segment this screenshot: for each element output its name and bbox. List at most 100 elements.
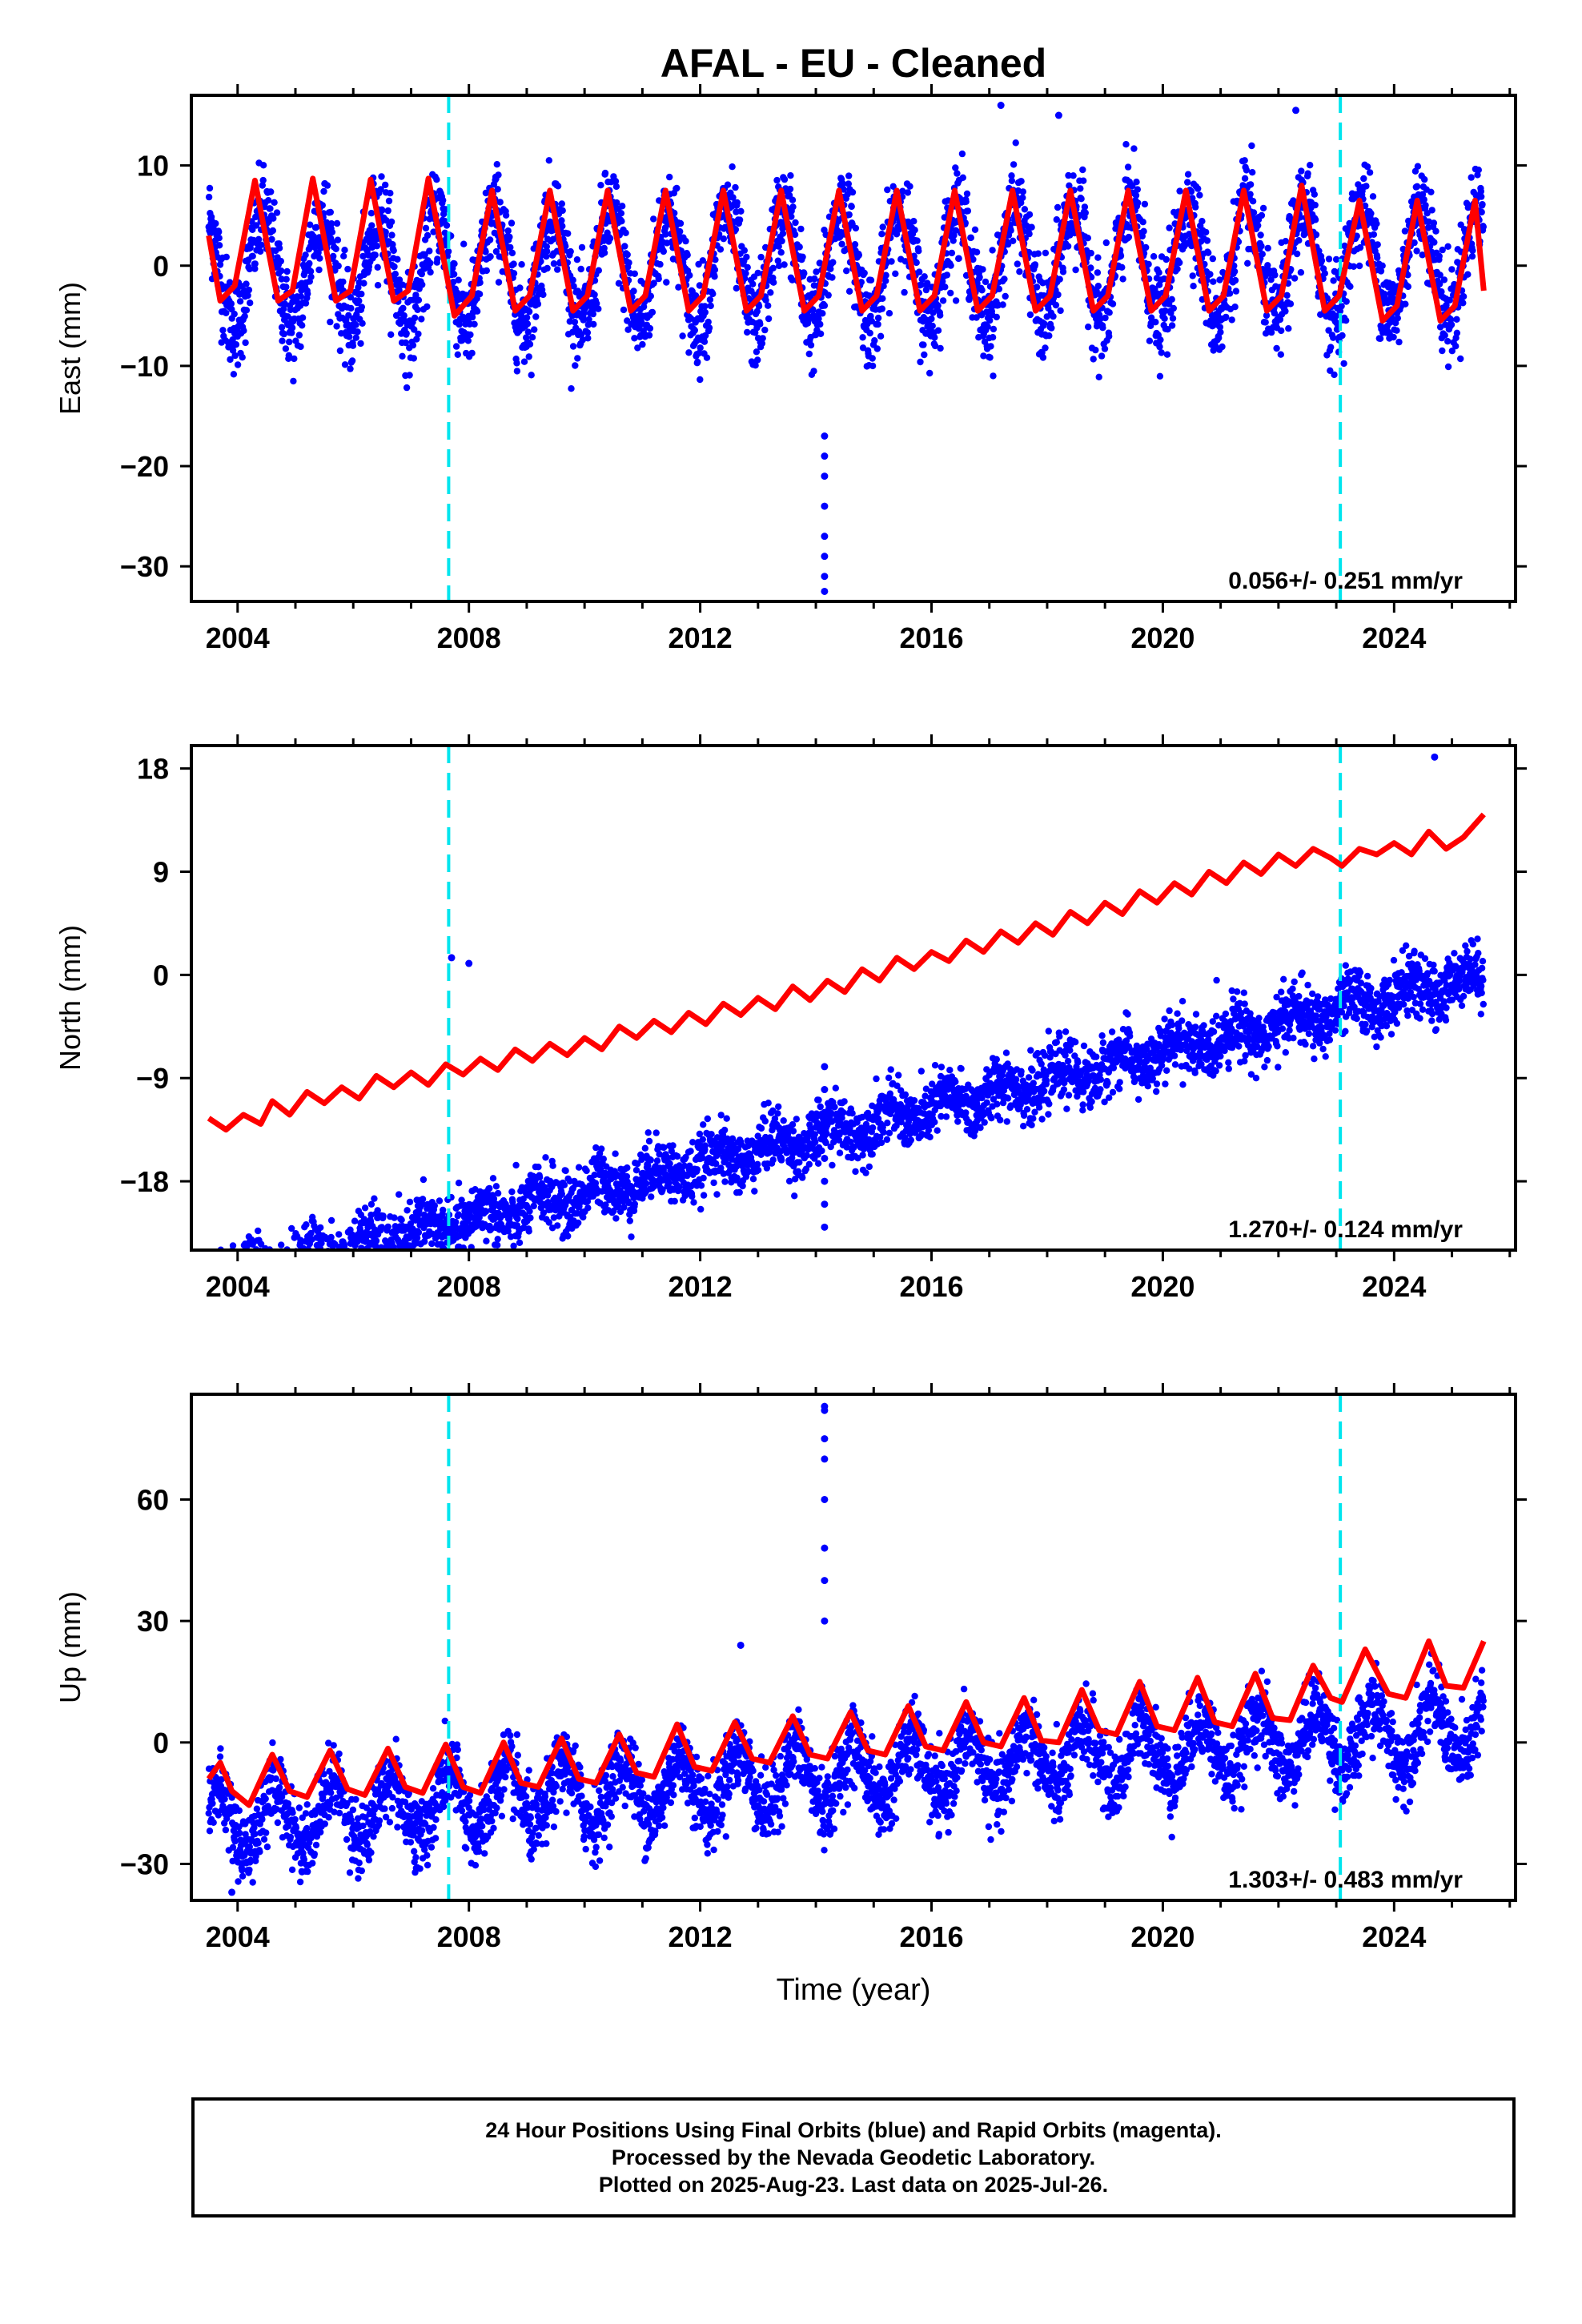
observation-point [839, 180, 847, 187]
observation-point [1079, 166, 1086, 174]
observation-point [1176, 259, 1183, 267]
observation-point [306, 1274, 312, 1281]
observation-point [508, 219, 516, 227]
observation-point [287, 1293, 293, 1299]
observation-point [471, 320, 478, 328]
observation-point [283, 1289, 290, 1296]
observation-point [1228, 316, 1235, 324]
observation-point [277, 257, 284, 265]
observation-point [335, 1275, 342, 1281]
observation-point [1432, 227, 1439, 235]
observation-point [330, 1253, 336, 1260]
observation-point [1477, 187, 1485, 195]
observation-point [360, 1251, 367, 1257]
x-tick-label: 2004 [206, 621, 270, 654]
observation-point [952, 227, 959, 234]
observation-point [1140, 227, 1147, 235]
observation-point [1156, 343, 1163, 351]
observation-point [549, 1162, 556, 1169]
observation-point [1021, 206, 1029, 213]
observation-point [1315, 247, 1323, 255]
observation-point [947, 289, 954, 297]
observation-point [495, 171, 502, 179]
observation-point [282, 1265, 288, 1271]
y-axis-label: East (mm) [54, 282, 86, 415]
observation-point [299, 314, 307, 321]
observation-point [335, 1287, 341, 1293]
observation-point [1142, 243, 1150, 251]
observation-point [692, 292, 700, 300]
observation-point [1139, 219, 1146, 226]
observation-point [394, 255, 401, 263]
observation-point [1374, 241, 1381, 248]
observation-point [655, 275, 662, 283]
observation-point [855, 251, 863, 259]
observation-point [349, 342, 357, 349]
observation-point [247, 300, 254, 307]
observation-point [1018, 178, 1025, 185]
observation-point [279, 337, 286, 344]
observation-point [212, 219, 219, 227]
observation-point [229, 1242, 237, 1249]
observation-point [1247, 181, 1255, 188]
observation-point [973, 248, 981, 255]
observation-point [701, 303, 709, 310]
observation-point [288, 1268, 295, 1274]
observation-point [1070, 172, 1077, 179]
observation-point [859, 344, 867, 352]
observation-point [707, 302, 714, 310]
observation-point [288, 324, 296, 332]
observation-point [231, 310, 238, 318]
observation-point [1377, 267, 1385, 275]
observation-point [754, 269, 761, 277]
observation-point [1379, 262, 1386, 269]
observation-point [304, 290, 311, 297]
observation-point [959, 174, 967, 181]
observation-point [625, 259, 632, 267]
observation-point [623, 1172, 631, 1180]
observation-point [1271, 271, 1279, 279]
observation-point [1295, 237, 1303, 244]
observation-point [270, 1269, 276, 1275]
observation-point [1311, 216, 1319, 223]
observation-point [510, 270, 518, 277]
observation-point [255, 235, 263, 243]
observation-point [476, 1214, 483, 1221]
observation-point [339, 1261, 346, 1268]
observation-point [705, 318, 712, 326]
observation-point [558, 200, 565, 207]
observation-point [913, 259, 920, 267]
observation-point [333, 1265, 339, 1272]
observation-point [454, 351, 461, 358]
observation-point [1158, 349, 1165, 356]
observation-point [602, 1201, 609, 1208]
observation-point [214, 1305, 220, 1312]
observation-point [1054, 203, 1062, 211]
observation-point [685, 349, 693, 356]
observation-point [1373, 220, 1380, 227]
observation-point [275, 1253, 282, 1260]
observation-point [404, 1260, 410, 1266]
observation-point [323, 1278, 330, 1285]
observation-point [313, 1252, 319, 1259]
observation-point [206, 184, 214, 192]
observation-point [319, 1252, 325, 1259]
observation-point [1077, 185, 1084, 192]
east-observations [205, 102, 1488, 595]
observation-point [1141, 200, 1149, 208]
x-tick-label: 2012 [669, 621, 733, 654]
observation-point [257, 1240, 265, 1248]
observation-point [338, 1263, 344, 1269]
observation-point [1162, 255, 1170, 263]
observation-point [813, 268, 820, 275]
observation-point [1053, 216, 1061, 223]
observation-point [943, 271, 951, 279]
observation-point [259, 182, 266, 189]
observation-point [874, 320, 881, 328]
observation-point [513, 360, 520, 367]
observation-point [928, 315, 935, 323]
observation-point [559, 223, 566, 230]
observation-point [733, 199, 741, 207]
observation-point [558, 217, 565, 224]
observation-point [280, 1308, 287, 1314]
